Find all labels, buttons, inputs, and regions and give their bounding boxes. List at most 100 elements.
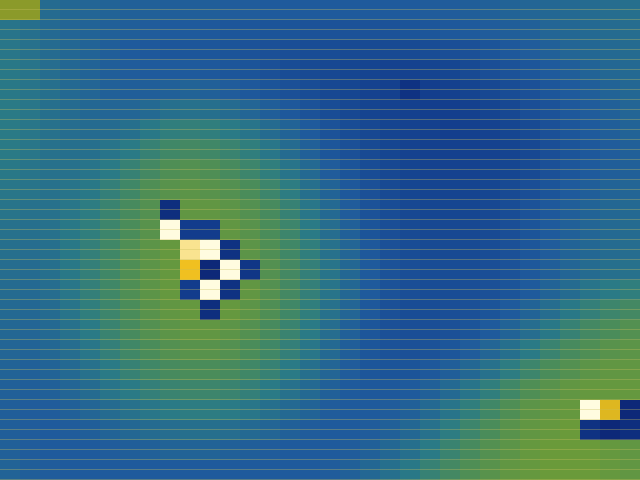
heat-cell (60, 0, 80, 20)
heat-cell (540, 440, 560, 460)
heat-cell (340, 120, 360, 140)
heat-cell (520, 120, 540, 140)
heat-cell (420, 360, 440, 380)
heat-cell (620, 120, 640, 140)
heat-cell (560, 120, 580, 140)
heat-cell (260, 400, 280, 420)
heat-cell (420, 0, 440, 20)
heat-cell (360, 460, 380, 480)
heat-cell (40, 120, 60, 140)
heat-cell (580, 120, 600, 140)
heat-cell (420, 280, 440, 300)
heat-cell (400, 220, 420, 240)
heat-cell (20, 220, 40, 240)
heat-cell (40, 0, 60, 20)
heat-cell (100, 280, 120, 300)
heat-cell (500, 320, 520, 340)
heat-cell (360, 420, 380, 440)
heat-cell (580, 220, 600, 240)
heat-cell (320, 240, 340, 260)
heat-cell (120, 160, 140, 180)
heat-cell (380, 180, 400, 200)
heat-cell (200, 340, 220, 360)
heat-cell (0, 140, 20, 160)
heat-cell (380, 280, 400, 300)
heat-cell (300, 380, 320, 400)
heat-cell (380, 300, 400, 320)
heat-cell (540, 140, 560, 160)
heat-cell (240, 200, 260, 220)
heat-cell (300, 200, 320, 220)
heat-cell (160, 180, 180, 200)
heat-cell (260, 440, 280, 460)
heat-cell (320, 300, 340, 320)
heat-cell (300, 420, 320, 440)
heat-cell (100, 120, 120, 140)
heat-cell (40, 420, 60, 440)
heat-cell (620, 400, 640, 420)
heat-cell (520, 0, 540, 20)
heat-cell (200, 0, 220, 20)
heat-cell (240, 380, 260, 400)
heat-cell (280, 80, 300, 100)
heat-cell (0, 360, 20, 380)
heat-cell (360, 360, 380, 380)
heat-cell (380, 160, 400, 180)
heat-cell (460, 280, 480, 300)
heat-cell (460, 80, 480, 100)
heat-cell (440, 20, 460, 40)
heat-cell (580, 260, 600, 280)
heat-cell (520, 140, 540, 160)
heat-cell (240, 80, 260, 100)
heat-cell (300, 220, 320, 240)
heat-cell (180, 200, 200, 220)
heat-cell (500, 100, 520, 120)
heat-cell (40, 380, 60, 400)
heat-cell (380, 60, 400, 80)
heat-cell (120, 360, 140, 380)
heat-cell (120, 120, 140, 140)
heat-cell (240, 440, 260, 460)
heat-cell (0, 120, 20, 140)
heat-cell (0, 60, 20, 80)
heat-cell (80, 400, 100, 420)
heat-cell (560, 380, 580, 400)
heat-cell (0, 180, 20, 200)
heat-cell (300, 80, 320, 100)
heat-cell (300, 40, 320, 60)
heat-cell (20, 40, 40, 60)
heat-cell (20, 100, 40, 120)
heat-cell (160, 460, 180, 480)
heat-cell (600, 100, 620, 120)
heat-cell (100, 60, 120, 80)
heat-cell (500, 340, 520, 360)
heat-cell (100, 200, 120, 220)
heat-cell (20, 260, 40, 280)
heat-cell (480, 280, 500, 300)
heat-cell (260, 460, 280, 480)
heat-cell (540, 320, 560, 340)
heat-cell (460, 20, 480, 40)
heat-cell (20, 400, 40, 420)
heat-cell (280, 0, 300, 20)
heat-cell (580, 60, 600, 80)
heat-cell (360, 340, 380, 360)
heat-cell (340, 80, 360, 100)
heat-cell (200, 60, 220, 80)
heat-cell (340, 320, 360, 340)
heat-cell (200, 80, 220, 100)
heat-cell (560, 280, 580, 300)
heat-cell (180, 220, 200, 240)
heat-cell (360, 260, 380, 280)
heat-cell (440, 440, 460, 460)
heat-cell (60, 460, 80, 480)
heat-cell (280, 360, 300, 380)
heat-cell (20, 20, 40, 40)
heat-cell (280, 300, 300, 320)
heat-cell (220, 320, 240, 340)
heat-cell (200, 380, 220, 400)
heat-cell (240, 160, 260, 180)
heat-cell (100, 340, 120, 360)
heat-cell (500, 280, 520, 300)
heat-cell (120, 0, 140, 20)
